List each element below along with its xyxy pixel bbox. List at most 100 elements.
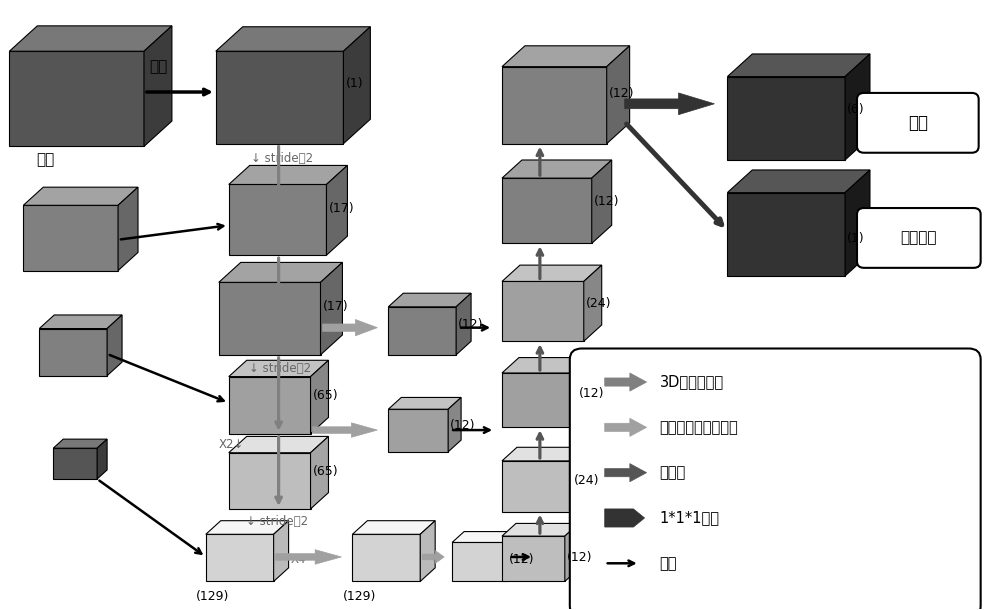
Polygon shape — [53, 439, 107, 448]
Polygon shape — [388, 307, 456, 355]
Polygon shape — [845, 54, 870, 160]
Polygon shape — [229, 184, 326, 255]
Text: (12): (12) — [579, 387, 604, 400]
Polygon shape — [352, 534, 420, 581]
Polygon shape — [313, 423, 377, 437]
Text: (1): (1) — [345, 77, 363, 90]
Polygon shape — [388, 409, 448, 452]
Polygon shape — [607, 46, 630, 144]
Polygon shape — [229, 376, 311, 434]
Polygon shape — [9, 26, 172, 51]
Polygon shape — [577, 357, 594, 428]
Polygon shape — [388, 398, 461, 409]
Text: (129): (129) — [342, 589, 376, 603]
Polygon shape — [502, 536, 565, 581]
FancyBboxPatch shape — [570, 348, 981, 610]
Polygon shape — [502, 523, 579, 536]
Polygon shape — [584, 265, 602, 341]
Polygon shape — [605, 509, 645, 527]
Polygon shape — [452, 542, 507, 581]
Text: 3D可分离卷积: 3D可分离卷积 — [660, 375, 724, 390]
Polygon shape — [502, 178, 592, 243]
Text: ↓ stride：2: ↓ stride：2 — [249, 362, 311, 375]
Text: (12): (12) — [609, 87, 634, 99]
Polygon shape — [321, 262, 342, 355]
Polygon shape — [23, 187, 138, 206]
Polygon shape — [311, 361, 328, 434]
Polygon shape — [216, 51, 343, 144]
Polygon shape — [507, 531, 519, 581]
Text: ↓ stride：2: ↓ stride：2 — [246, 515, 308, 528]
Polygon shape — [727, 54, 870, 77]
Polygon shape — [625, 93, 714, 115]
Polygon shape — [605, 418, 647, 436]
Polygon shape — [502, 265, 602, 281]
Polygon shape — [388, 293, 471, 307]
Text: 1*1*1卷积: 1*1*1卷积 — [660, 511, 720, 525]
Polygon shape — [53, 448, 97, 479]
Polygon shape — [727, 193, 845, 276]
Text: 输入: 输入 — [36, 152, 55, 168]
Polygon shape — [592, 160, 612, 243]
Polygon shape — [448, 398, 461, 452]
Polygon shape — [572, 447, 587, 512]
Polygon shape — [456, 293, 471, 355]
Text: ↓ stride：2: ↓ stride：2 — [251, 152, 313, 165]
Polygon shape — [502, 160, 612, 178]
Polygon shape — [322, 320, 377, 336]
Text: (12): (12) — [509, 553, 534, 566]
Text: (24): (24) — [574, 475, 599, 487]
Polygon shape — [727, 170, 870, 193]
Text: (129): (129) — [196, 589, 229, 603]
Text: 肺叶边界: 肺叶边界 — [901, 231, 937, 245]
Polygon shape — [276, 550, 341, 564]
Text: (17): (17) — [322, 300, 348, 312]
Polygon shape — [352, 521, 435, 534]
Text: (12): (12) — [450, 419, 476, 432]
Polygon shape — [144, 26, 172, 146]
Polygon shape — [118, 187, 138, 271]
Text: 上采样: 上采样 — [660, 465, 686, 480]
Text: X4: X4 — [291, 553, 306, 566]
Polygon shape — [229, 453, 311, 509]
Text: (24): (24) — [586, 297, 611, 310]
Text: 拼接: 拼接 — [660, 556, 677, 571]
Polygon shape — [502, 281, 584, 341]
Text: 肺叶: 肺叶 — [908, 114, 928, 132]
Polygon shape — [502, 461, 572, 512]
Polygon shape — [452, 531, 519, 542]
Text: (65): (65) — [313, 465, 338, 478]
Polygon shape — [502, 357, 594, 373]
Text: (6): (6) — [847, 103, 865, 116]
FancyBboxPatch shape — [857, 93, 979, 152]
Text: (12): (12) — [458, 318, 484, 331]
FancyBboxPatch shape — [857, 208, 981, 268]
Polygon shape — [23, 206, 118, 271]
Polygon shape — [605, 373, 647, 391]
Polygon shape — [326, 165, 347, 255]
Polygon shape — [107, 315, 122, 376]
Polygon shape — [343, 27, 370, 144]
Polygon shape — [605, 464, 647, 482]
Text: 裁剪: 裁剪 — [149, 59, 167, 74]
Polygon shape — [565, 523, 579, 581]
Text: 空洞密集残渣卷积块: 空洞密集残渣卷积块 — [660, 420, 738, 435]
Polygon shape — [502, 66, 607, 144]
Polygon shape — [502, 46, 630, 66]
Text: (1): (1) — [847, 232, 865, 245]
Polygon shape — [845, 170, 870, 276]
Polygon shape — [274, 521, 289, 581]
Polygon shape — [229, 361, 328, 376]
Polygon shape — [97, 439, 107, 479]
Text: (17): (17) — [328, 202, 354, 215]
Polygon shape — [39, 329, 107, 376]
Polygon shape — [206, 534, 274, 581]
Polygon shape — [219, 282, 321, 355]
Polygon shape — [229, 165, 347, 184]
Polygon shape — [311, 436, 328, 509]
Polygon shape — [727, 77, 845, 160]
Polygon shape — [502, 373, 577, 428]
Polygon shape — [206, 521, 289, 534]
Text: (12): (12) — [567, 551, 592, 564]
Polygon shape — [229, 436, 328, 453]
